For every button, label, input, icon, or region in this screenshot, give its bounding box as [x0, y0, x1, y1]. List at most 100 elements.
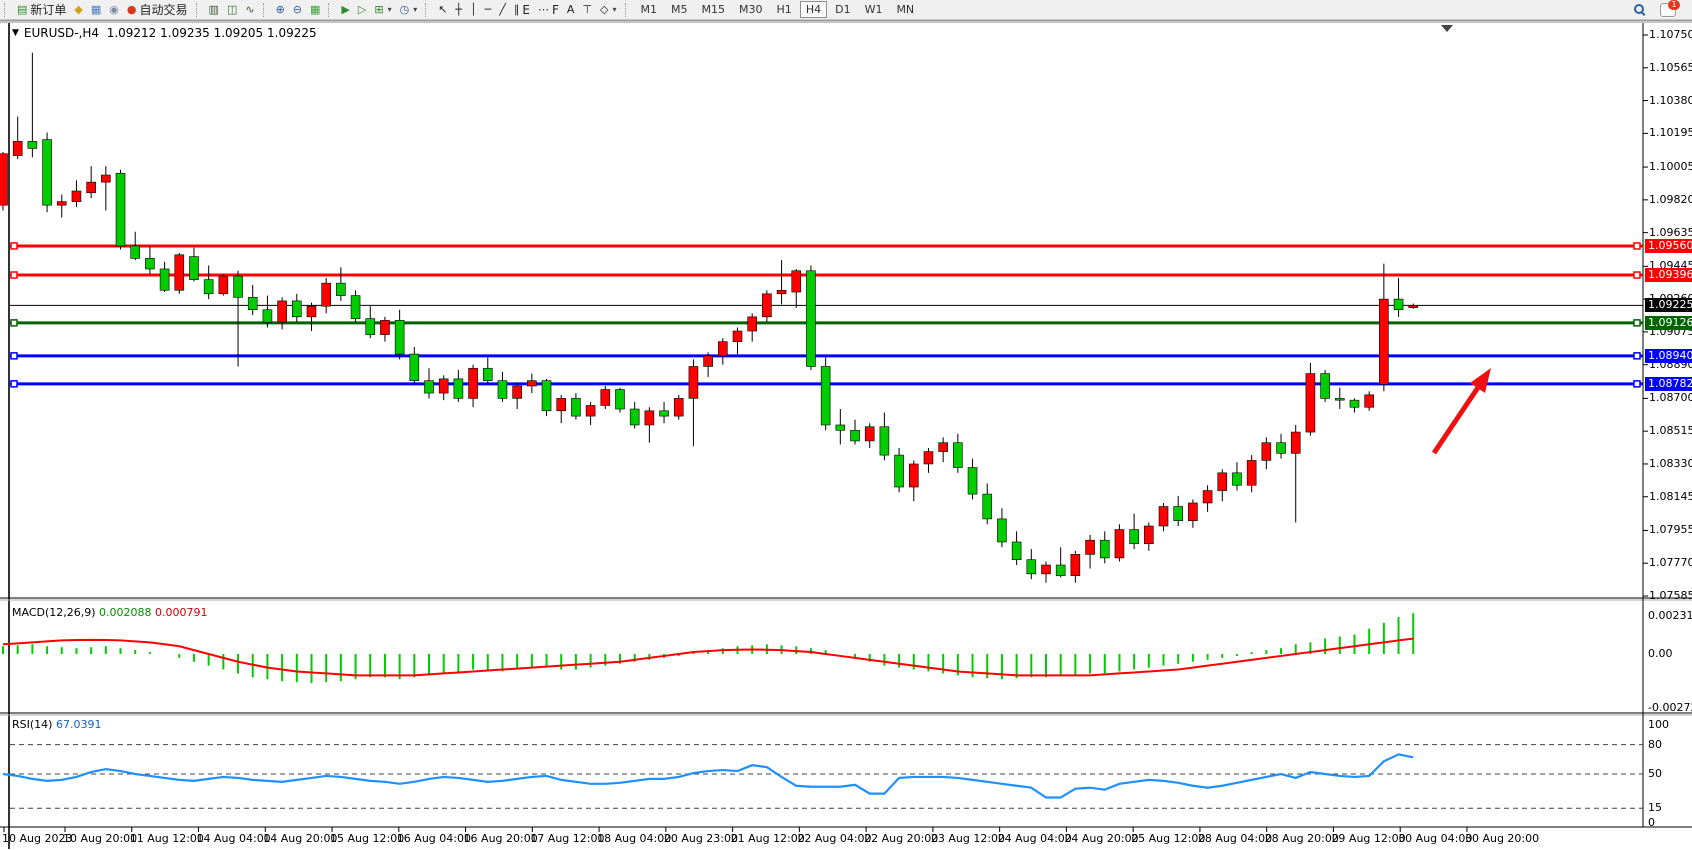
red-arrow-annotation-head[interactable]	[1470, 368, 1491, 393]
toolbar-separator	[195, 2, 202, 17]
cursor-tool-button[interactable]: ↖	[434, 1, 451, 18]
chart-shift-button[interactable]: ▷	[354, 1, 370, 18]
time-axis-label[interactable]: 30 Aug 20:00	[1464, 832, 1540, 845]
bar-chart-button[interactable]: ▥	[205, 1, 223, 18]
candle	[1320, 373, 1330, 399]
resistance-line-2-anchor[interactable]	[10, 271, 18, 279]
zoom-in-button[interactable]: ⊕	[272, 1, 289, 18]
time-axis-label[interactable]: 23 Aug 12:00	[930, 832, 1006, 845]
dropdown-caret-icon[interactable]: ▾	[413, 5, 418, 14]
macd-axis-label: 0.00	[1648, 647, 1673, 660]
dropdown-caret-icon[interactable]: ▾	[387, 5, 392, 14]
text-tool-button[interactable]: A	[563, 1, 579, 18]
channel-tool-button[interactable]: ∥ E	[510, 1, 534, 18]
timeframe-w1-button[interactable]: W1	[864, 3, 883, 16]
candle	[277, 300, 287, 323]
resistance-line-1-anchor[interactable]	[1633, 242, 1641, 250]
candle	[1202, 490, 1213, 504]
vertical-line-tool-button[interactable]: │	[466, 1, 481, 18]
time-axis-label[interactable]: 30 Aug 04:00	[1398, 832, 1473, 845]
timeframe-h4-button[interactable]: H4	[799, 1, 828, 18]
candle	[409, 353, 420, 381]
time-axis-label[interactable]: 10 Aug 2023	[2, 832, 73, 845]
text-label-tool-button[interactable]: ⊤	[578, 1, 596, 18]
time-axis-label[interactable]: 21 Aug 12:00	[730, 832, 805, 845]
new-order-button[interactable]: ▤ 新订单	[13, 1, 70, 18]
candle	[571, 398, 581, 417]
resistance-line-1-anchor[interactable]	[10, 242, 18, 250]
time-axis-label[interactable]: 16 Aug 20:00	[463, 832, 538, 845]
pivot-line-anchor[interactable]	[1633, 319, 1641, 327]
pivot-line-anchor[interactable]	[10, 319, 18, 327]
time-axis-label[interactable]: 11 Aug 12:00	[129, 832, 204, 845]
timeframe-m15-button[interactable]: M15	[701, 3, 726, 16]
candle	[336, 282, 346, 296]
rsi-axis-label: 80	[1648, 737, 1662, 751]
time-axis-label[interactable]: 15 Aug 12:00	[330, 832, 405, 845]
red-arrow-annotation[interactable]	[1431, 384, 1482, 455]
timeframe-h1-button[interactable]: H1	[776, 3, 792, 16]
navigator-button[interactable]: ◉	[105, 1, 123, 18]
timeframe-m30-button[interactable]: M30	[739, 3, 763, 16]
time-axis-label[interactable]: 14 Aug 04:00	[196, 832, 271, 845]
search-icon[interactable]	[1633, 3, 1646, 16]
crosshair-tool-button[interactable]: ┼	[451, 1, 466, 18]
auto-scroll-button[interactable]: ▶	[337, 1, 353, 18]
time-axis-label[interactable]: 14 Aug 20:00	[263, 832, 338, 845]
candle	[615, 389, 625, 410]
timeframe-mn-button[interactable]: MN	[896, 3, 915, 16]
horizontal-line-tool-icon: ─	[484, 3, 492, 16]
indicators-button[interactable]: ⊞ ▾	[370, 1, 395, 18]
zoom-out-button[interactable]: ⊖	[289, 1, 306, 18]
time-axis-label[interactable]: 18 Aug 04:00	[597, 832, 672, 845]
time-axis-label[interactable]: 22 Aug 04:00	[797, 832, 872, 845]
candle	[718, 341, 728, 357]
data-window-button[interactable]: ▦	[87, 1, 105, 18]
candle	[1129, 529, 1139, 545]
candle	[762, 293, 772, 318]
support-line-2-anchor[interactable]	[10, 380, 18, 388]
candle	[850, 429, 860, 442]
tile-windows-button[interactable]: ▦	[306, 1, 324, 18]
time-axis-label[interactable]: 24 Aug 04:00	[997, 832, 1072, 845]
resistance-line-2-anchor[interactable]	[1633, 271, 1641, 279]
horizontal-line-tool-button[interactable]: ─	[481, 1, 496, 18]
line-chart-button[interactable]: ∿	[241, 1, 258, 18]
time-axis-label[interactable]: 22 Aug 20:00	[864, 832, 939, 845]
support-line-1-anchor[interactable]	[10, 352, 18, 360]
notifications-icon[interactable]: 1	[1660, 0, 1680, 17]
periods-button[interactable]: ◷ ▾	[396, 1, 422, 18]
fibonacci-tool-button[interactable]: ⋯ F	[534, 1, 563, 18]
crosshair-tool-icon: ┼	[455, 3, 463, 16]
autotrade-button[interactable]: ● 自动交易	[123, 1, 192, 18]
shapes-tool-button[interactable]: ◇ ▾	[596, 1, 620, 18]
time-axis-label[interactable]: 17 Aug 12:00	[530, 832, 605, 845]
candle	[967, 467, 978, 495]
support-line-1-anchor[interactable]	[1633, 352, 1641, 360]
trendline-tool-button[interactable]: ╱	[495, 1, 510, 18]
chevron-down-icon[interactable]: ▼	[12, 28, 19, 38]
time-axis-label[interactable]: 16 Aug 04:00	[396, 832, 471, 845]
time-axis-label[interactable]: 29 Aug 12:00	[1331, 832, 1406, 845]
candlestick-chart-button[interactable]: ◫	[223, 1, 241, 18]
time-axis-label[interactable]: 28 Aug 20:00	[1264, 832, 1339, 845]
candle	[1393, 298, 1404, 311]
time-axis-label[interactable]: 10 Aug 20:00	[63, 832, 138, 845]
time-axis-label[interactable]: 28 Aug 04:00	[1197, 832, 1273, 845]
candle	[1188, 502, 1198, 521]
new-order-icon: ▤	[17, 3, 28, 16]
chart-canvas[interactable]	[0, 21, 1692, 850]
support-line-2-anchor[interactable]	[1633, 380, 1641, 388]
timeframe-m1-button[interactable]: M1	[640, 3, 658, 16]
chart-shift-icon: ▷	[357, 3, 367, 16]
time-axis-label[interactable]: 20 Aug 23:00	[663, 832, 738, 845]
market-watch-button[interactable]: ◆	[70, 1, 86, 18]
chart-shift-marker[interactable]	[1441, 25, 1453, 32]
time-axis-label[interactable]: 25 Aug 12:00	[1131, 832, 1206, 845]
main-toolbar: ▤ 新订单 ◆ ▦ ◉ ● 自动交易 ▥ ◫ ∿ ⊕ ⊖ ▦ ▶ ▷ ⊞ ▾ ◷ ▾ ↖ ┼ │ ─ ╱ ∥ E ⋯ F A ⊤ ◇ ▾ M1 M…	[0, 0, 1692, 20]
time-axis-label[interactable]: 24 Aug 20:00	[1064, 832, 1139, 845]
chart-window: ▼ EURUSD-,H4 1.09212 1.09235 1.09205 1.09…	[0, 20, 1692, 850]
timeframe-m5-button[interactable]: M5	[671, 3, 688, 16]
timeframe-d1-button[interactable]: D1	[835, 3, 851, 16]
dropdown-caret-icon[interactable]: ▾	[612, 5, 617, 14]
